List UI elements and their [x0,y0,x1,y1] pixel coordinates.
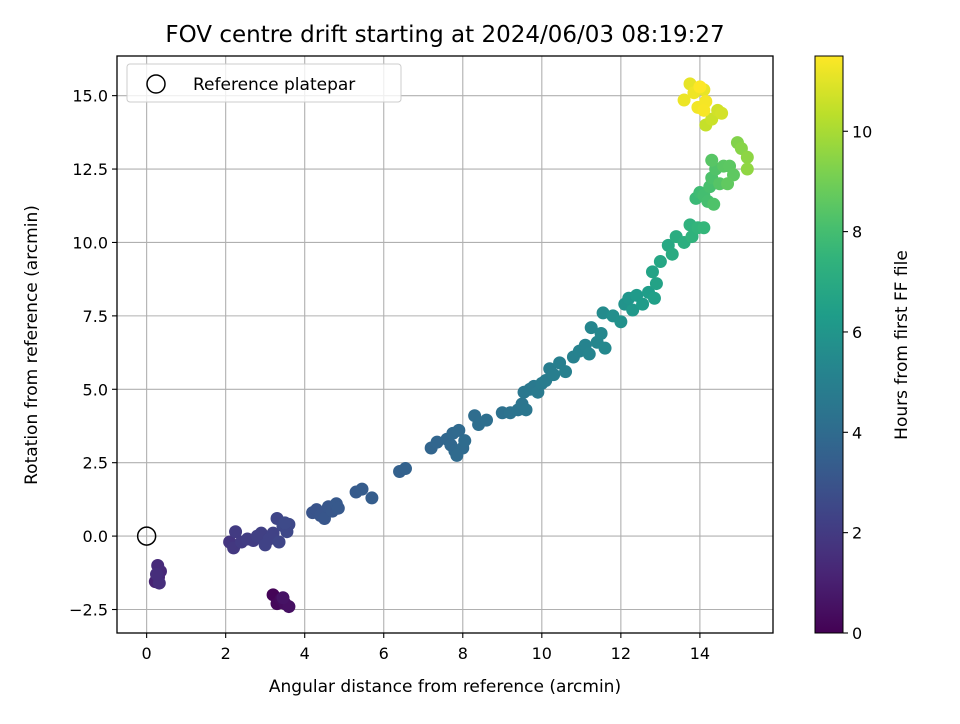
data-point [707,197,721,211]
data-point [665,247,679,261]
data-point [458,434,472,448]
x-axis-ticks: 0 2 4 6 8 10 12 14 [142,633,710,663]
data-points [148,77,754,614]
y-tick-label: 5.0 [83,380,108,399]
data-point [398,462,412,476]
data-point [653,255,667,269]
data-point [626,303,640,317]
data-point [645,265,659,279]
data-point [677,93,691,107]
data-point [365,491,379,505]
data-point [721,177,735,191]
data-point [705,153,719,167]
legend-label: Reference platepar [193,75,355,95]
data-point [276,591,290,605]
colorbar-tick-label: 0 [852,624,862,643]
y-tick-label: 2.5 [83,454,108,473]
colorbar-label: Hours from first FF file [892,250,912,440]
data-point [582,347,596,361]
grid-lines [117,56,773,633]
y-tick-label: 12.5 [72,160,108,179]
data-point [272,535,286,549]
y-axis-ticks: −2.5 0.0 2.5 5.0 7.5 10.0 12.5 15.0 [69,87,117,620]
x-tick-label: 0 [142,644,152,663]
data-point [697,103,711,117]
data-point [693,80,707,94]
reference-marker-group [136,526,157,546]
colorbar [814,55,844,634]
legend: Reference platepar [126,63,402,103]
data-point [150,567,164,581]
data-point [452,423,466,437]
data-point [584,321,598,335]
data-point [740,150,754,164]
x-tick-label: 6 [379,644,389,663]
data-point [519,403,533,417]
y-tick-label: −2.5 [69,601,108,620]
data-point [649,277,663,291]
x-tick-label: 2 [221,644,231,663]
x-tick-label: 14 [690,644,710,663]
data-point [647,291,661,305]
data-point [479,413,493,427]
colorbar-ticks: 0 2 4 6 8 10 [843,122,872,643]
y-tick-label: 7.5 [83,307,108,326]
data-point [547,368,561,382]
colorbar-tick-label: 8 [852,223,862,242]
reference-platepar-marker [136,526,157,546]
data-point [450,448,464,462]
data-point [278,516,292,530]
x-tick-label: 10 [532,644,552,663]
data-point [614,315,628,329]
x-tick-label: 4 [300,644,310,663]
y-axis-label: Rotation from reference (arcmin) [22,205,42,485]
data-point [355,482,369,496]
colorbar-tick-label: 6 [852,323,862,342]
data-point [740,162,754,176]
data-point [636,297,650,311]
data-point [594,326,608,340]
data-point [430,435,444,449]
data-point [559,365,573,379]
data-point [229,525,243,539]
colorbar-tick-label: 2 [852,524,862,543]
x-tick-label: 8 [458,644,468,663]
data-point [596,306,610,320]
y-tick-label: 15.0 [72,87,108,106]
plot-frame [116,55,774,634]
data-point [331,501,345,515]
chart-title: FOV centre drift starting at 2024/06/03 … [165,22,724,48]
data-point [715,106,729,120]
y-tick-label: 10.0 [72,233,108,252]
x-tick-label: 12 [611,644,631,663]
data-point [697,221,711,235]
legend-box [126,63,402,103]
legend-marker [146,74,166,94]
colorbar-tick-label: 4 [852,423,862,442]
colorbar-tick-label: 10 [852,122,872,141]
x-axis-label: Angular distance from reference (arcmin) [269,677,621,697]
y-tick-label: 0.0 [83,527,108,546]
data-point [598,341,612,355]
